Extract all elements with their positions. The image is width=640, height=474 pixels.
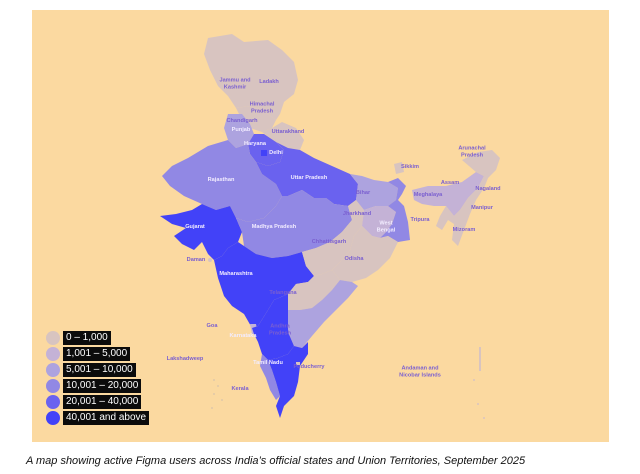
label-assam: Assam xyxy=(440,179,460,186)
label-madhya-pradesh: Madhya Pradesh xyxy=(251,223,297,230)
label-arunachal: Arunachal Pradesh xyxy=(458,145,486,159)
label-telangana: Telangana xyxy=(269,289,297,296)
label-maharashtra: Maharashtra xyxy=(219,270,253,277)
region-telangana xyxy=(288,270,340,310)
label-daman: Daman xyxy=(186,256,206,263)
region-west-bengal xyxy=(380,178,410,242)
label-tripura: Tripura xyxy=(410,216,430,223)
region-assam xyxy=(412,172,484,216)
label-lakshadweep: Lakshadweep xyxy=(166,355,204,362)
legend-label: 5,001 – 10,000 xyxy=(63,363,136,377)
label-tamil-nadu: Tamil Nadu xyxy=(253,359,283,366)
legend-swatch xyxy=(46,363,60,377)
label-gujarat: Gujarat xyxy=(185,223,205,230)
label-chhattisgarh: Chhattisgarh xyxy=(311,238,347,245)
region-andhra-pradesh xyxy=(288,280,358,348)
label-andaman-nicobar: Andaman and Nicobar Islands xyxy=(399,365,441,379)
legend-item: 20,001 – 40,000 xyxy=(46,394,149,410)
region-lakshadweep-dots xyxy=(213,379,215,381)
region-puducherry xyxy=(296,362,300,365)
label-haryana: Haryana xyxy=(243,140,267,147)
label-uttarakhand: Uttarakhand xyxy=(271,128,305,135)
region-andaman-dots xyxy=(483,417,485,419)
label-kerala: Kerala xyxy=(231,385,249,392)
label-mizoram: Mizoram xyxy=(452,226,476,233)
legend-swatch xyxy=(46,411,60,425)
label-nagaland: Nagaland xyxy=(475,185,501,192)
label-ladakh: Ladakh xyxy=(259,78,279,85)
legend-item: 0 – 1,000 xyxy=(46,330,149,346)
legend-swatch xyxy=(46,395,60,409)
label-meghalaya: Meghalaya xyxy=(413,191,443,198)
legend: 0 – 1,000 1,001 – 5,000 5,001 – 10,000 1… xyxy=(46,330,150,426)
region-punjab xyxy=(224,114,254,148)
label-uttar-pradesh: Uttar Pradesh xyxy=(290,174,328,181)
label-sikkim: Sikkim xyxy=(400,163,420,170)
label-jammu-kashmir: Jammu and Kashmir xyxy=(219,77,251,91)
label-delhi: Delhi xyxy=(269,149,283,156)
region-tamil-nadu xyxy=(268,342,308,418)
region-odisha xyxy=(332,226,398,282)
region-uttar-pradesh xyxy=(256,142,358,206)
label-andhra-pradesh: Andhra Pradesh xyxy=(268,323,292,337)
legend-label: 20,001 – 40,000 xyxy=(63,395,142,409)
legend-swatch xyxy=(46,331,60,345)
legend-label: 10,001 – 20,000 xyxy=(63,379,142,393)
label-karnataka: Karnataka xyxy=(229,332,257,339)
region-bihar xyxy=(350,174,398,210)
region-chhattisgarh xyxy=(302,200,364,276)
label-rajasthan: Rajasthan xyxy=(207,176,235,183)
region-maharashtra xyxy=(214,242,314,328)
region-uttarakhand xyxy=(262,122,304,150)
region-kerala xyxy=(260,354,280,400)
legend-item: 5,001 – 10,000 xyxy=(46,362,149,378)
region-andaman-dots xyxy=(477,403,479,405)
legend-swatch xyxy=(46,379,60,393)
legend-label: 40,001 and above xyxy=(63,411,150,425)
region-lakshadweep-dots xyxy=(213,393,215,395)
region-northeast-other xyxy=(436,150,500,246)
map-shapes xyxy=(160,34,500,419)
region-karnataka xyxy=(252,294,294,360)
label-jharkhand: Jharkhand xyxy=(342,210,372,217)
region-jammu-kashmir-ladakh xyxy=(204,34,298,120)
region-madhya-pradesh xyxy=(236,190,352,258)
legend-item: 10,001 – 20,000 xyxy=(46,378,149,394)
legend-label: 0 – 1,000 xyxy=(63,331,111,345)
region-andaman-dots xyxy=(473,379,475,381)
label-odisha: Odisha xyxy=(344,255,364,262)
region-daman xyxy=(208,258,212,262)
legend-swatch xyxy=(46,347,60,361)
legend-item: 40,001 and above xyxy=(46,410,150,426)
region-gujarat xyxy=(160,204,242,260)
legend-item: 1,001 – 5,000 xyxy=(46,346,149,362)
label-punjab: Punjab xyxy=(231,126,251,133)
region-sikkim xyxy=(394,162,404,174)
label-goa: Goa xyxy=(206,322,218,329)
india-choropleth-map: Jammu and Kashmir Ladakh Himachal Prades… xyxy=(32,10,609,442)
region-rajasthan xyxy=(162,140,282,222)
region-delhi xyxy=(261,150,267,156)
label-west-bengal: West Bengal xyxy=(376,220,396,234)
label-bihar: Bihar xyxy=(355,189,371,196)
region-lakshadweep-dots xyxy=(221,399,223,401)
figure-caption: A map showing active Figma users across … xyxy=(26,455,526,467)
region-himachal-pradesh xyxy=(236,106,276,132)
label-himachal: Himachal Pradesh xyxy=(249,101,275,115)
region-lakshadweep-dots xyxy=(217,385,219,387)
region-andaman-nicobar xyxy=(479,347,481,371)
label-puducherry: Puducherry xyxy=(293,363,325,370)
label-chandigarh: Chandigarh xyxy=(226,117,258,124)
legend-label: 1,001 – 5,000 xyxy=(63,347,131,361)
region-lakshadweep-dots xyxy=(211,407,213,409)
label-manipur: Manipur xyxy=(471,204,493,211)
